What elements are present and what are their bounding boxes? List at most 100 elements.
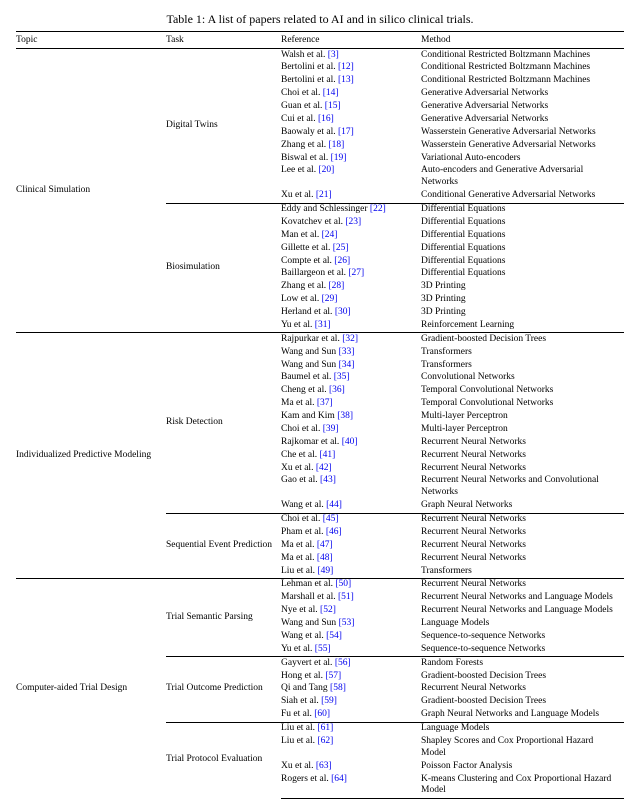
citation-link[interactable]: [33] [339,347,355,357]
citation-link[interactable]: [12] [338,62,354,72]
method-cell: Recurrent Neural Networks [421,539,624,552]
method-cell: Recurrent Neural Networks [421,436,624,449]
citation-link[interactable]: [39] [323,424,339,434]
method-cell: Reinforcement Learning [421,319,624,332]
reference-text: Liu et al. [281,566,317,576]
citation-link[interactable]: [64] [331,774,347,784]
citation-link[interactable]: [24] [322,230,338,240]
reference-text: Rajkomar et al. [281,437,342,447]
method-cell: Recurrent Neural Networks [421,683,624,696]
reference-cell: Lee et al. [20] [281,165,421,190]
method-cell: 3D Printing [421,281,624,294]
citation-link[interactable]: [58] [330,683,346,693]
reference-text: Baumel et al. [281,372,334,382]
method-cell: Conditional Restricted Boltzmann Machine… [421,62,624,75]
reference-cell: Kovatchev et al. [23] [281,216,421,229]
citation-link[interactable]: [13] [338,75,354,85]
citation-link[interactable]: [29] [322,294,338,304]
table-row: Clinical SimulationDigital TwinsWalsh et… [16,49,624,62]
reference-cell: Bertolini et al. [13] [281,75,421,88]
reference-cell: Man et al. [24] [281,229,421,242]
reference-text: Qi and Tang [281,683,330,693]
citation-link[interactable]: [34] [339,360,355,370]
table-row: Computer-aided Trial DesignTrial Semanti… [16,578,624,591]
citation-link[interactable]: [41] [320,450,336,460]
reference-cell: Wang et al. [44] [281,500,421,513]
citation-link[interactable]: [53] [339,618,355,628]
method-cell: Conditional Generative Adversarial Netwo… [421,190,624,203]
citation-link[interactable]: [46] [326,527,342,537]
reference-text: Bertolini et al. [281,62,338,72]
reference-cell: Gao et al. [43] [281,475,421,500]
citation-link[interactable]: [23] [345,217,361,227]
reference-text: Guan et al. [281,101,325,111]
citation-link[interactable]: [28] [328,281,344,291]
citation-link[interactable]: [3] [328,50,339,60]
reference-cell: Hong et al. [57] [281,670,421,683]
method-cell: Gradient-boosted Decision Trees [421,696,624,709]
citation-link[interactable]: [59] [321,696,337,706]
citation-link[interactable]: [37] [317,398,333,408]
citation-link[interactable]: [52] [320,605,336,615]
citation-link[interactable]: [16] [318,114,334,124]
reference-text: Ma et al. [281,398,317,408]
reference-cell: Gillette et al. [25] [281,242,421,255]
citation-link[interactable]: [51] [338,592,354,602]
citation-link[interactable]: [31] [315,320,331,330]
citation-link[interactable]: [43] [320,475,336,485]
method-cell: Gradient-boosted Decision Trees [421,670,624,683]
method-cell: Differential Equations [421,229,624,242]
reference-text: Xu et al. [281,463,316,473]
citation-link[interactable]: [21] [316,190,332,200]
citation-link[interactable]: [15] [325,101,341,111]
citation-link[interactable]: [17] [338,127,354,137]
method-cell: Graph Neural Networks [421,500,624,513]
citation-link[interactable]: [26] [334,256,350,266]
citation-link[interactable]: [48] [317,553,333,563]
citation-link[interactable]: [63] [316,761,332,771]
reference-text: Cui et al. [281,114,318,124]
method-cell: Transformers [421,565,624,578]
citation-link[interactable]: [35] [334,372,350,382]
citation-link[interactable]: [42] [316,463,332,473]
reference-cell: Kam and Kim [38] [281,411,421,424]
reference-text: Baowaly et al. [281,127,338,137]
citation-link[interactable]: [54] [326,631,342,641]
citation-link[interactable]: [61] [317,723,333,733]
citation-link[interactable]: [45] [323,514,339,524]
reference-cell: Choi et al. [14] [281,88,421,101]
citation-link[interactable]: [50] [335,579,351,589]
citation-link[interactable]: [14] [323,88,339,98]
citation-link[interactable]: [62] [317,736,333,746]
topic-cell: Clinical Simulation [16,49,166,333]
reference-cell: Wang and Sun [34] [281,359,421,372]
citation-link[interactable]: [25] [333,243,349,253]
citation-link[interactable]: [19] [331,153,347,163]
citation-link[interactable]: [30] [335,307,351,317]
citation-link[interactable]: [55] [315,644,331,654]
citation-link[interactable]: [22] [370,204,386,214]
citation-link[interactable]: [49] [317,566,333,576]
citation-link[interactable]: [27] [348,268,364,278]
method-cell: Recurrent Neural Networks [421,513,624,526]
citation-link[interactable]: [56] [335,658,351,668]
task-cell: Risk Detection [166,333,281,513]
citation-link[interactable]: [47] [317,540,333,550]
citation-link[interactable]: [57] [325,671,341,681]
citation-link[interactable]: [36] [329,385,345,395]
citation-link[interactable]: [38] [337,411,353,421]
reference-cell: Gayvert et al. [56] [281,657,421,670]
reference-text: Wang et al. [281,631,326,641]
method-cell: Recurrent Neural Networks [421,578,624,591]
method-cell: Recurrent Neural Networks [421,526,624,539]
reference-text: Ma et al. [281,540,317,550]
citation-link[interactable]: [32] [342,334,358,344]
citation-link[interactable]: [20] [318,165,334,175]
citation-link[interactable]: [18] [328,140,344,150]
reference-text: Gayvert et al. [281,658,335,668]
reference-cell: Pham et al. [46] [281,526,421,539]
citation-link[interactable]: [44] [326,500,342,510]
citation-link[interactable]: [60] [314,709,330,719]
reference-text: Lee et al. [281,165,318,175]
citation-link[interactable]: [40] [342,437,358,447]
